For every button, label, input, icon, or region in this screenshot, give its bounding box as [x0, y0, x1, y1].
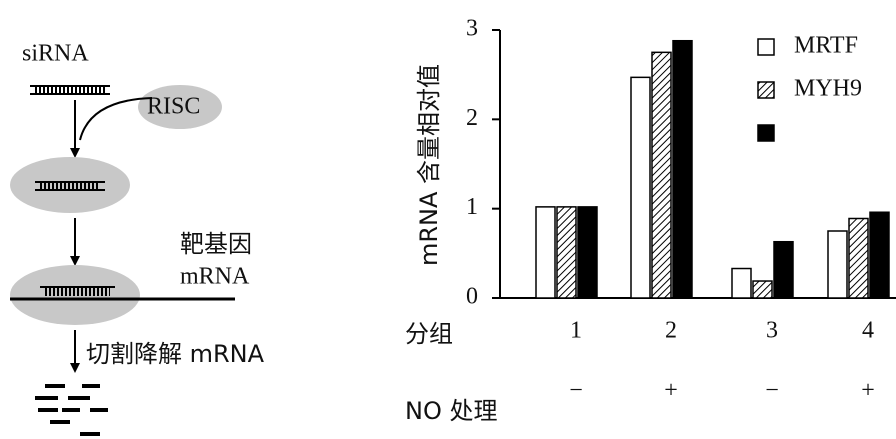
arrow-head [70, 363, 80, 373]
bar [651, 51, 672, 299]
treatment-label: NO 处理 [405, 397, 497, 425]
duplex [35, 181, 105, 191]
y-tick-label: 3 [466, 16, 478, 42]
y-tick-label: 0 [466, 284, 478, 310]
y-tick-label: 2 [466, 105, 478, 131]
bar [672, 39, 693, 299]
bar [731, 267, 752, 299]
risc [138, 85, 222, 129]
sirna-label: siRNA [22, 41, 89, 67]
bar [827, 230, 848, 299]
arrow-head [70, 148, 80, 158]
bar [556, 206, 577, 299]
legend-label: MYH9 [794, 76, 862, 102]
treatment-sign: + [664, 378, 678, 404]
bar [773, 240, 794, 299]
sirna-duplex [30, 85, 110, 95]
group-label: 分组 [405, 320, 453, 348]
cleavage-label: 切割降解 mRNA [86, 340, 265, 368]
treatment-sign: − [569, 378, 583, 404]
duplex [40, 286, 115, 296]
treatment-sign: + [861, 378, 875, 404]
bar [752, 280, 773, 299]
x-tick-label: 3 [766, 318, 778, 344]
bar [869, 211, 890, 299]
y-tick-label: 1 [466, 194, 478, 220]
arrow-head [70, 256, 80, 266]
risc-path [79, 97, 153, 141]
target-gene-label: 靶基因 [180, 230, 252, 258]
bar [577, 206, 598, 299]
y-axis-title: mRNA 含量相对值 [415, 64, 443, 266]
bar [535, 206, 556, 299]
legend-swatch [757, 38, 775, 56]
legend-swatch [757, 81, 775, 99]
diagram: siRNA RISC 靶基因 mRNA 切割降解 mRNA [10, 41, 265, 436]
x-tick-label: 4 [862, 318, 874, 344]
risc-label: RISC [147, 94, 200, 120]
target-mrna-label: mRNA [180, 264, 250, 290]
fragments [35, 384, 108, 436]
bar [848, 217, 869, 299]
legend-swatch [757, 124, 775, 142]
x-tick-label: 1 [570, 318, 582, 344]
bar [630, 76, 651, 299]
x-tick-label: 2 [665, 318, 677, 344]
treatment-sign: − [765, 378, 779, 404]
legend-label: MRTF [794, 33, 858, 59]
